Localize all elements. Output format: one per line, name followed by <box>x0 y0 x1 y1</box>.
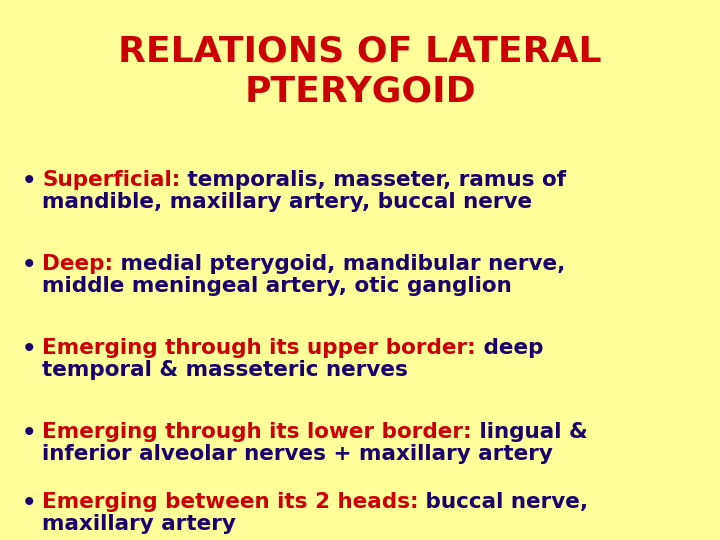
Text: •: • <box>22 492 37 515</box>
Text: •: • <box>22 254 37 277</box>
Text: lingual &: lingual & <box>472 422 588 442</box>
Text: temporalis, masseter, ramus of: temporalis, masseter, ramus of <box>180 170 567 190</box>
Text: medial pterygoid, mandibular nerve,: medial pterygoid, mandibular nerve, <box>113 254 565 274</box>
Text: temporal & masseteric nerves: temporal & masseteric nerves <box>42 360 408 380</box>
Text: mandible, maxillary artery, buccal nerve: mandible, maxillary artery, buccal nerve <box>42 192 532 212</box>
Text: Deep:: Deep: <box>42 254 113 274</box>
Text: inferior alveolar nerves + maxillary artery: inferior alveolar nerves + maxillary art… <box>42 444 553 464</box>
Text: middle meningeal artery, otic ganglion: middle meningeal artery, otic ganglion <box>42 276 512 296</box>
Text: buccal nerve,: buccal nerve, <box>418 492 589 512</box>
Text: •: • <box>22 422 37 445</box>
Text: Emerging through its lower border:: Emerging through its lower border: <box>42 422 472 442</box>
Text: deep: deep <box>476 338 543 358</box>
Text: maxillary artery: maxillary artery <box>42 514 236 534</box>
Text: Superficial:: Superficial: <box>42 170 180 190</box>
Text: RELATIONS OF LATERAL
PTERYGOID: RELATIONS OF LATERAL PTERYGOID <box>118 35 602 109</box>
Text: Emerging between its 2 heads:: Emerging between its 2 heads: <box>42 492 418 512</box>
Text: Emerging through its upper border:: Emerging through its upper border: <box>42 338 476 358</box>
Text: •: • <box>22 170 37 193</box>
Text: •: • <box>22 338 37 361</box>
